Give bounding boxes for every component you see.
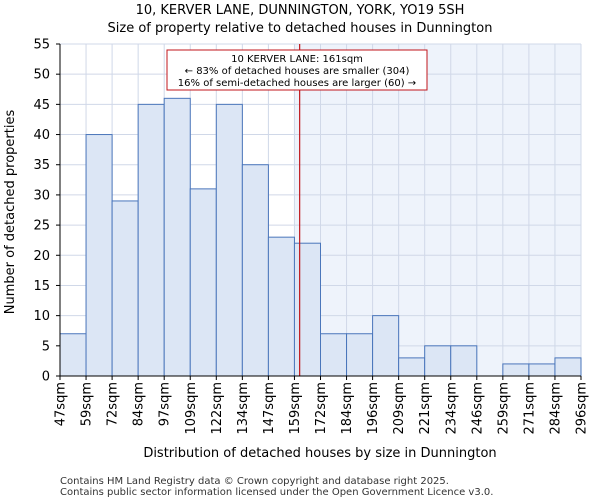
x-tick-label: 122sqm xyxy=(210,382,225,435)
bar-209sqm xyxy=(398,357,426,377)
y-tick-label: 55 xyxy=(33,38,50,53)
bars xyxy=(59,97,582,377)
annotation-border xyxy=(166,49,428,91)
x-tick-label: 97sqm xyxy=(158,382,173,426)
y-tick-label: 30 xyxy=(33,188,50,203)
y-tick-label: 0 xyxy=(42,370,50,385)
annotation-line-3: 16% of semi-detached houses are larger (… xyxy=(178,78,416,89)
bar-47sqm xyxy=(59,333,87,377)
y-tick-label: 10 xyxy=(33,309,50,324)
x-tick-label: 72sqm xyxy=(106,382,121,426)
bar-221sqm xyxy=(424,345,452,377)
x-tick-label: 284sqm xyxy=(548,382,563,435)
x-tick-label: 159sqm xyxy=(288,382,303,435)
y-ticks: 0 5 10 15 20 25 30 35 40 45 50 55 xyxy=(33,38,60,385)
x-tick-label: 234sqm xyxy=(444,382,459,435)
annotation-line-2: ← 83% of detached houses are smaller (30… xyxy=(185,66,410,77)
bar-184sqm xyxy=(346,333,374,377)
y-tick-label: 35 xyxy=(33,158,50,173)
footer-line-1: Contains HM Land Registry data © Crown c… xyxy=(60,476,449,487)
bar-97sqm xyxy=(163,97,191,377)
x-tick-label: 296sqm xyxy=(575,382,590,435)
bar-122sqm xyxy=(215,103,243,377)
x-tick-label: 221sqm xyxy=(418,382,433,435)
x-tick-label: 59sqm xyxy=(80,382,95,426)
y-tick-label: 20 xyxy=(33,249,50,264)
x-tick-label: 147sqm xyxy=(262,382,277,435)
y-tick-label: 40 xyxy=(33,128,50,143)
bar-234sqm xyxy=(450,345,478,377)
x-tick-label: 259sqm xyxy=(496,382,511,435)
x-tick-label: 134sqm xyxy=(236,382,251,435)
bar-72sqm xyxy=(111,200,139,377)
y-tick-label: 15 xyxy=(33,279,50,294)
annotation-line-1: 10 KERVER LANE: 161sqm xyxy=(231,54,363,65)
x-tick-label: 109sqm xyxy=(184,382,199,435)
chart-title: 10, KERVER LANE, DUNNINGTON, YORK, YO19 … xyxy=(136,3,465,18)
x-tick-label: 84sqm xyxy=(132,382,147,426)
y-tick-label: 45 xyxy=(33,98,50,113)
x-axis-label: Distribution of detached houses by size … xyxy=(143,446,496,461)
bar-284sqm xyxy=(554,357,582,377)
highlight-region xyxy=(294,44,581,376)
y-axis-label: Number of detached properties xyxy=(3,110,18,315)
highlight-background xyxy=(294,44,581,376)
y-tick-label: 5 xyxy=(42,339,50,354)
x-tick-label: 184sqm xyxy=(340,382,355,435)
x-tick-label: 271sqm xyxy=(522,382,537,435)
bar-134sqm xyxy=(241,164,269,377)
bar-172sqm xyxy=(320,333,348,377)
bar-271sqm xyxy=(528,363,556,377)
x-tick-label: 246sqm xyxy=(470,382,485,435)
x-tick-label: 196sqm xyxy=(366,382,381,435)
bar-147sqm xyxy=(267,236,295,377)
bar-259sqm xyxy=(502,363,530,377)
annotation-box: 10 KERVER LANE: 161sqm ← 83% of detached… xyxy=(166,49,428,91)
bar-196sqm xyxy=(372,315,400,377)
bar-59sqm xyxy=(85,134,113,377)
y-tick-label: 50 xyxy=(33,68,50,83)
x-tick-label: 47sqm xyxy=(54,382,69,426)
footer-line-2: Contains public sector information licen… xyxy=(60,487,493,498)
chart-subtitle: Size of property relative to detached ho… xyxy=(108,21,493,36)
bar-159sqm xyxy=(293,242,322,377)
bar-84sqm xyxy=(137,103,165,377)
y-tick-label: 25 xyxy=(33,219,50,234)
x-tick-label: 172sqm xyxy=(314,382,329,435)
bar-109sqm xyxy=(189,188,217,377)
x-ticks: 47sqm 59sqm 72sqm 84sqm 97sqm 109sqm 122sqm 134… xyxy=(54,376,590,435)
x-tick-label: 209sqm xyxy=(392,382,407,435)
